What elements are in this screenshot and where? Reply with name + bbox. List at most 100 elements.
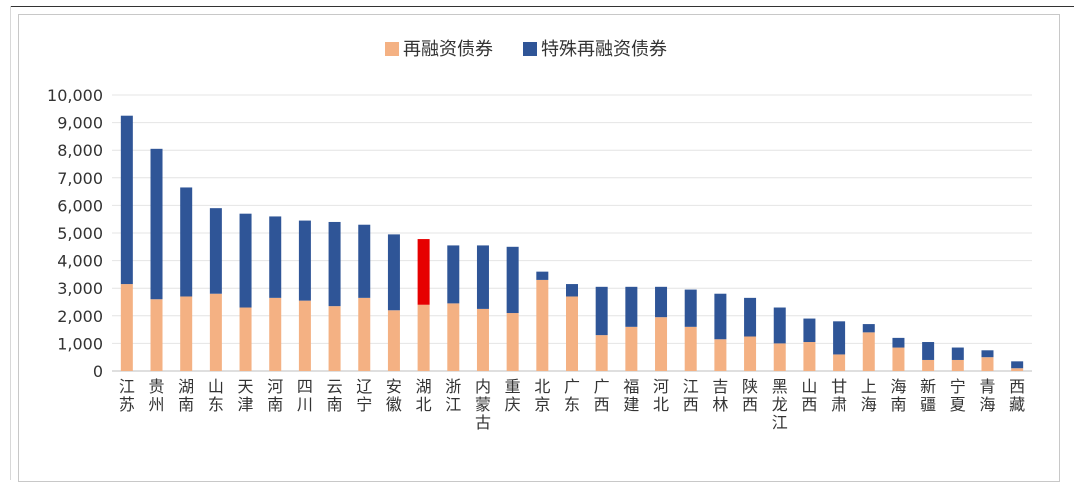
bar-refinancing	[209, 293, 222, 371]
bar-special-refinancing	[536, 271, 549, 280]
x-tick-label: 辽宁	[356, 377, 372, 414]
bar-special-refinancing	[476, 245, 489, 309]
bar-special-refinancing	[150, 148, 163, 300]
bar-refinancing	[595, 335, 608, 371]
bar-special-refinancing	[981, 350, 994, 358]
x-tick-label: 山西	[801, 377, 817, 414]
bar-special-refinancing	[269, 216, 282, 298]
bar-special-refinancing	[358, 224, 371, 298]
y-tick-label: 5,000	[57, 224, 103, 243]
bar-special-refinancing	[239, 213, 252, 308]
bar-special-refinancing	[655, 286, 668, 318]
legend-swatch-special-refinancing	[523, 42, 537, 56]
y-tick-label: 8,000	[57, 141, 103, 160]
bar-special-refinancing	[773, 307, 786, 344]
x-tick-label: 陕西	[742, 377, 758, 414]
legend: 再融资债券 特殊再融资债券	[385, 39, 667, 60]
bar-refinancing	[150, 299, 163, 371]
x-tick-label: 甘肃	[831, 377, 847, 414]
legend-swatch-refinancing	[385, 42, 399, 56]
bar-special-refinancing	[298, 220, 311, 301]
bar-refinancing	[328, 306, 341, 371]
x-tick-label: 江西	[683, 377, 699, 414]
x-tick-label: 内蒙古	[475, 377, 491, 432]
bar-special-refinancing	[120, 115, 133, 285]
left-rule	[10, 6, 11, 480]
bar-special-refinancing	[328, 221, 341, 307]
y-axis: 0 1,000 2,000 3,000 4,000 5,000 6,000 7,000 8,00…	[47, 86, 103, 381]
bar-special-refinancing	[417, 239, 430, 305]
bar-refinancing	[625, 326, 638, 371]
bar-special-refinancing	[595, 286, 608, 336]
bar-refinancing	[298, 300, 311, 371]
bar-special-refinancing	[387, 234, 400, 311]
bar-refinancing	[773, 343, 786, 371]
x-tick-label: 广东	[564, 377, 580, 414]
x-tick-label: 云南	[327, 377, 343, 414]
bar-special-refinancing	[744, 297, 757, 337]
bar-special-refinancing	[566, 284, 578, 297]
bar-refinancing	[120, 284, 133, 371]
x-tick-label: 湖南	[178, 377, 194, 414]
bar-special-refinancing	[209, 208, 222, 294]
legend-label-special-refinancing: 特殊再融资债券	[541, 39, 667, 60]
bar-special-refinancing	[180, 187, 193, 297]
bar-special-refinancing	[447, 245, 460, 304]
bar-refinancing	[803, 342, 816, 371]
y-tick-label: 0	[93, 362, 103, 381]
x-tick-label: 重庆	[505, 377, 521, 414]
x-tick-label: 山东	[208, 377, 224, 414]
x-tick-label: 四川	[297, 377, 313, 414]
top-rule	[10, 6, 1074, 7]
x-tick-label: 福建	[623, 377, 639, 414]
bar-refinancing	[476, 308, 489, 371]
legend-label-refinancing: 再融资债券	[403, 39, 493, 60]
bar-refinancing	[1011, 368, 1024, 371]
bar-refinancing	[536, 279, 549, 371]
bar-special-refinancing	[714, 293, 727, 340]
y-tick-label: 2,000	[57, 307, 103, 326]
bar-refinancing	[922, 359, 935, 371]
bar-refinancing	[269, 297, 282, 371]
bar-special-refinancing	[684, 289, 697, 327]
bar-refinancing	[833, 354, 846, 371]
bar-refinancing	[951, 359, 964, 371]
bar-special-refinancing	[833, 321, 846, 355]
x-tick-label: 安徽	[386, 377, 402, 414]
bar-refinancing	[684, 326, 697, 371]
x-tick-label: 天津	[238, 377, 254, 414]
bar-refinancing	[387, 310, 400, 371]
x-tick-label: 贵州	[149, 377, 165, 414]
x-tick-label: 西藏	[1009, 377, 1025, 414]
bar-refinancing	[892, 347, 905, 371]
bar-refinancing	[506, 313, 519, 371]
bar-refinancing	[744, 336, 757, 371]
x-tick-label: 江苏	[119, 377, 135, 414]
bar-refinancing	[447, 303, 460, 371]
y-tick-label: 10,000	[47, 86, 103, 105]
y-tick-label: 7,000	[57, 169, 103, 188]
bar-refinancing	[714, 339, 727, 371]
bar-refinancing	[862, 332, 875, 371]
bar-special-refinancing	[803, 318, 816, 343]
bar-special-refinancing	[625, 286, 638, 327]
x-tick-label: 北京	[534, 377, 550, 414]
x-tick-label: 河南	[267, 377, 283, 414]
y-tick-label: 9,000	[57, 114, 103, 133]
x-tick-label: 吉林	[712, 377, 728, 414]
bar-special-refinancing	[951, 347, 964, 360]
bar-refinancing	[358, 297, 371, 371]
bar-special-refinancing	[862, 324, 875, 333]
y-tick-label: 6,000	[57, 196, 103, 215]
x-tick-label: 宁夏	[950, 377, 966, 414]
x-tick-label: 黑龙江	[772, 377, 788, 432]
bar-special-refinancing	[1011, 361, 1024, 369]
x-tick-label: 新疆	[920, 377, 936, 414]
bar-refinancing	[417, 304, 430, 371]
x-axis: 江苏贵州湖南山东天津河南四川云南辽宁安徽湖北浙江内蒙古重庆北京广东广西福建河北江…	[119, 377, 1025, 432]
bars	[120, 115, 1024, 371]
y-tick-label: 1,000	[57, 334, 103, 353]
x-tick-label: 上海	[861, 377, 877, 414]
bar-refinancing	[180, 296, 193, 371]
